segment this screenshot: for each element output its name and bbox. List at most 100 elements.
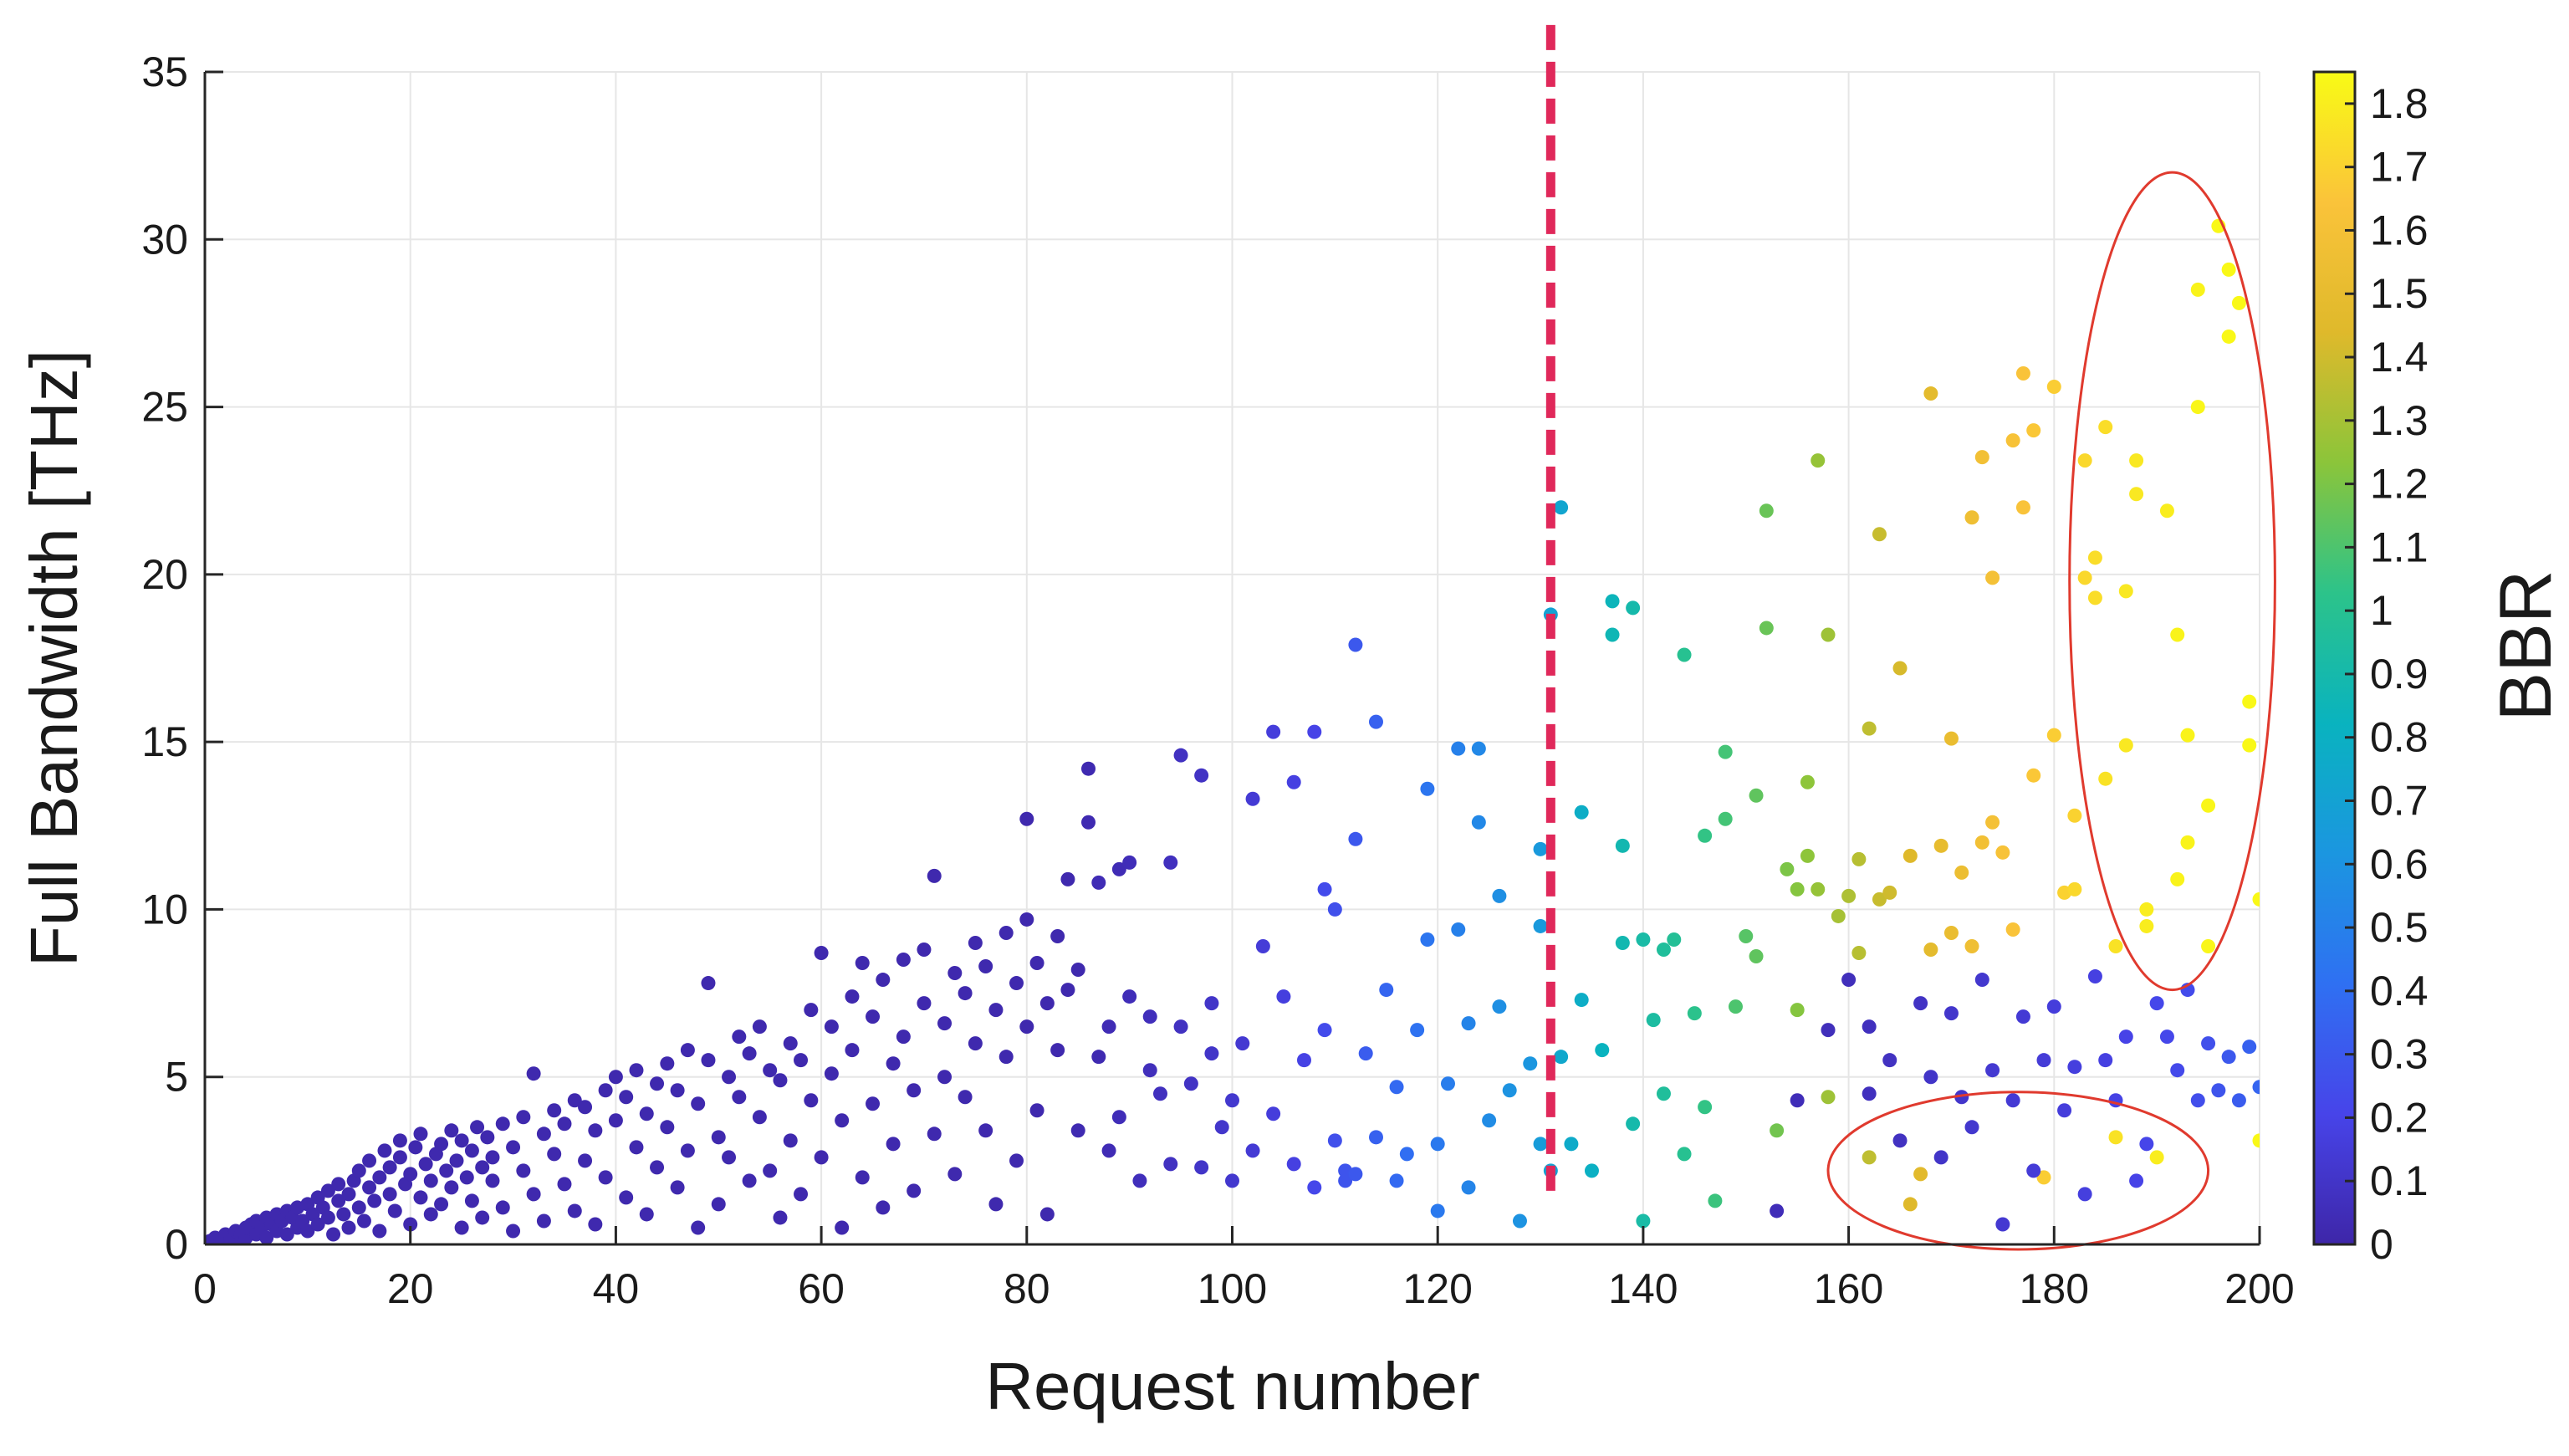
data-point [1204,1046,1219,1061]
data-point [1995,1217,2010,1232]
data-point [650,1076,665,1091]
data-point [1605,594,1620,609]
data-point [2077,453,2092,468]
data-point [1111,1110,1126,1125]
data-point [1698,1100,1713,1115]
data-point [2221,329,2236,344]
data-point [1882,885,1897,900]
data-point [423,1173,438,1188]
data-point [1862,1150,1877,1165]
data-point [1348,831,1363,846]
data-point [1368,714,1383,729]
data-point [722,1150,737,1165]
data-point [279,1227,294,1242]
data-point [670,1180,685,1195]
data-point [2149,1150,2164,1165]
data-point [1584,1163,1599,1178]
data-point [1050,928,1065,943]
highlight-ellipse [2068,171,2276,992]
data-point [2252,1080,2260,1095]
data-point [896,953,911,968]
data-point [629,1140,644,1155]
data-point [1862,1019,1877,1035]
y-tick-label: 0 [165,1221,188,1268]
data-point [608,1113,623,1128]
data-point [1636,1213,1651,1229]
data-point [2098,1053,2113,1068]
data-point [1502,1083,1517,1098]
data-point [1512,1213,1527,1229]
colorbar-tick-label: 0.6 [2370,840,2429,887]
data-point [1091,875,1106,890]
data-point [1902,1197,1918,1212]
data-point [1821,1023,1836,1038]
data-point [588,1123,603,1138]
data-point [1626,600,1641,616]
data-point [1943,731,1959,746]
data-point [454,1220,469,1235]
data-point [1841,973,1857,988]
data-point [947,966,963,981]
data-point [1142,1009,1157,1024]
data-point [526,1187,541,1202]
data-point [660,1120,675,1135]
data-point [732,1029,747,1045]
data-point [480,1130,495,1145]
data-point [1902,848,1918,863]
data-point [876,1200,891,1215]
data-point [2252,891,2260,907]
y-tick-label: 25 [141,384,188,431]
data-point [1153,1086,1168,1101]
data-point [392,1150,407,1165]
data-point [331,1193,346,1208]
data-point [1050,1043,1065,1058]
data-point [2026,1163,2041,1178]
colorbar-tick-label: 0.8 [2370,714,2429,761]
data-point [1851,851,1867,866]
data-point [937,1070,953,1085]
data-point [1245,791,1260,806]
data-point [1225,1093,1239,1108]
data-point [1636,932,1651,947]
data-point [1985,570,2000,585]
data-point [2108,938,2123,953]
data-point [1933,1150,1948,1165]
data-point [1348,637,1363,652]
data-point [794,1053,809,1068]
data-point [485,1150,500,1165]
data-point [1358,1046,1373,1061]
data-point [300,1224,315,1239]
data-point [341,1187,356,1202]
data-point [691,1220,706,1235]
x-tick-label: 0 [193,1265,217,1312]
data-point [2139,918,2154,933]
data-point [2118,1029,2133,1045]
data-point [1225,1173,1239,1188]
data-point [1615,838,1630,853]
data-point [917,996,932,1011]
data-point [2170,871,2185,886]
colorbar-tick-label: 1.2 [2370,461,2429,508]
data-point [1173,748,1188,763]
data-points [205,218,2260,1244]
data-point [1451,922,1466,937]
data-point [495,1116,510,1132]
data-point [1687,1006,1702,1021]
data-point [506,1140,521,1155]
data-point [2015,500,2030,515]
data-point [331,1177,346,1192]
data-point [2242,1040,2257,1055]
data-point [547,1147,562,1162]
data-point [382,1160,397,1175]
data-point [1892,661,1908,676]
data-point [670,1083,685,1098]
data-point [1482,1113,1497,1128]
data-point [907,1083,922,1098]
data-point [1943,925,1959,940]
data-point [1790,881,1805,897]
data-point [1317,881,1332,897]
data-point [1770,1203,1785,1218]
data-point [1348,1167,1363,1182]
data-point [1913,996,1928,1011]
data-point [2005,1093,2020,1108]
